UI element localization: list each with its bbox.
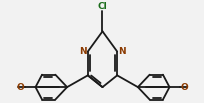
Text: O: O: [180, 83, 188, 92]
Text: O: O: [16, 83, 24, 92]
Text: Cl: Cl: [97, 2, 107, 11]
Text: N: N: [118, 47, 125, 56]
Text: N: N: [79, 47, 86, 56]
